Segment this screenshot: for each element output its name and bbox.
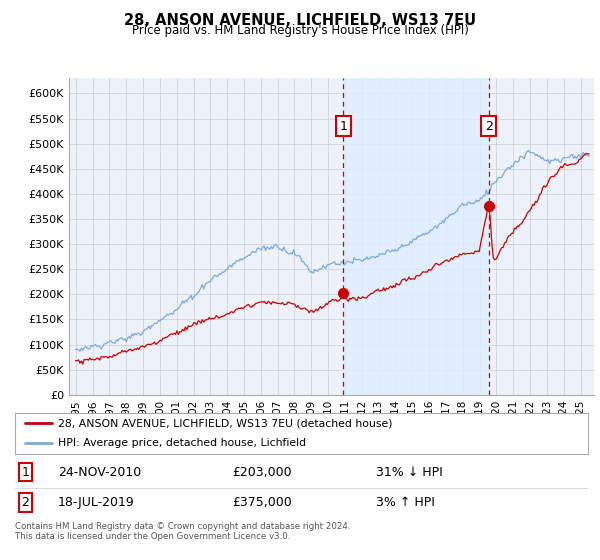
- Text: 3% ↑ HPI: 3% ↑ HPI: [376, 496, 435, 509]
- Text: 1: 1: [22, 465, 29, 479]
- Text: 2: 2: [22, 496, 29, 509]
- Text: 28, ANSON AVENUE, LICHFIELD, WS13 7EU: 28, ANSON AVENUE, LICHFIELD, WS13 7EU: [124, 13, 476, 29]
- Text: 28, ANSON AVENUE, LICHFIELD, WS13 7EU (detached house): 28, ANSON AVENUE, LICHFIELD, WS13 7EU (d…: [58, 418, 392, 428]
- Text: 2: 2: [485, 120, 493, 133]
- Text: £203,000: £203,000: [233, 465, 292, 479]
- Text: 1: 1: [340, 120, 347, 133]
- Bar: [343, 78, 489, 395]
- Text: HPI: Average price, detached house, Lichfield: HPI: Average price, detached house, Lich…: [58, 438, 306, 448]
- Text: Contains HM Land Registry data © Crown copyright and database right 2024.
This d: Contains HM Land Registry data © Crown c…: [15, 522, 350, 542]
- Text: Price paid vs. HM Land Registry's House Price Index (HPI): Price paid vs. HM Land Registry's House …: [131, 24, 469, 37]
- Text: 18-JUL-2019: 18-JUL-2019: [58, 496, 135, 509]
- Text: £375,000: £375,000: [233, 496, 292, 509]
- Text: 31% ↓ HPI: 31% ↓ HPI: [376, 465, 443, 479]
- Text: 24-NOV-2010: 24-NOV-2010: [58, 465, 141, 479]
